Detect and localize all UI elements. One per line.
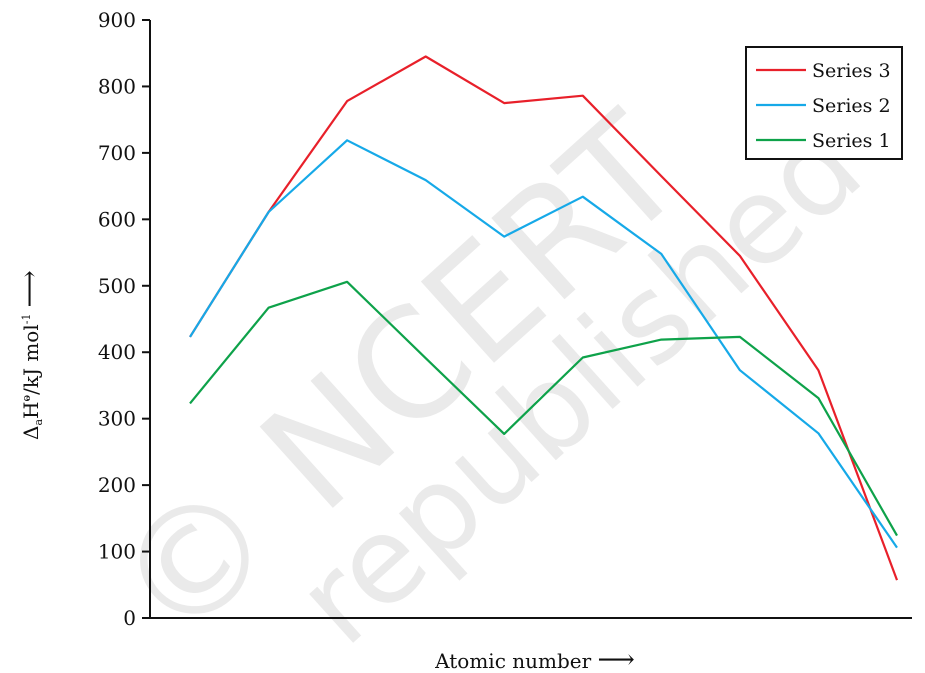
y-tick-label-600: 600 (98, 207, 136, 231)
axes: 0 100 200 300 400 500 600 700 800 900 Atomic numbe… (15, 8, 912, 673)
y-tick-label-800: 800 (98, 74, 136, 98)
y-tick-label-300: 300 (98, 407, 136, 431)
y-axis-title: ΔaHⱺ/kJ mol-1⟶ (15, 270, 45, 440)
y-tick-label-200: 200 (98, 473, 136, 497)
series-lines (189, 55, 899, 581)
y-tick-label-500: 500 (98, 274, 136, 298)
x-axis-arrow: ⟶ (598, 645, 635, 673)
y-tick-label-700: 700 (98, 141, 136, 165)
y-tick-label-900: 900 (98, 8, 136, 32)
series-line-2 (189, 139, 898, 549)
y-tick-label-0: 0 (123, 606, 136, 630)
legend-label-3: Series 1 (812, 130, 891, 152)
y-tick-label-100: 100 (98, 540, 136, 564)
series-line-1 (189, 55, 899, 581)
y-tick-label-400: 400 (98, 340, 136, 364)
series-line-3 (189, 280, 898, 537)
legend-label-1: Series 3 (812, 60, 891, 82)
x-axis-title: Atomic number ⟶ (434, 645, 635, 673)
legend: Series 3 Series 2 Series 1 (745, 46, 903, 160)
legend-label-2: Series 2 (812, 95, 891, 117)
